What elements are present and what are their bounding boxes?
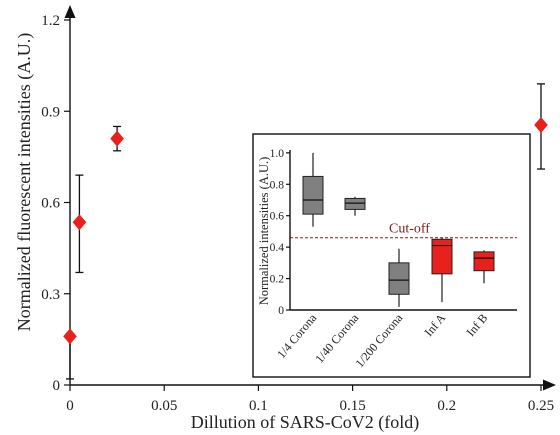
y-axis-arrow	[64, 5, 76, 18]
inset-y-tick-label: 0.6	[270, 211, 285, 223]
inset-y-tick-label: 0.4	[270, 242, 285, 254]
main-data-points	[63, 83, 548, 380]
y-tick-label: 0.9	[41, 104, 60, 120]
x-axis-title: Dillution of SARS-CoV2 (fold)	[191, 412, 420, 433]
box	[473, 251, 495, 272]
inset-y-tick-label: 1.0	[270, 148, 285, 160]
x-tick-label: 0.15	[339, 398, 365, 414]
x-tick-label: 0.25	[528, 398, 554, 414]
data-point	[63, 328, 77, 345]
inset-y-tick-label: 0.2	[270, 274, 285, 286]
x-axis-arrow	[543, 379, 556, 391]
data-point	[110, 130, 124, 147]
y-tick-label: 1.2	[41, 13, 60, 29]
y-axis-title: Normalized fluorescent intensities (A.U.…	[14, 33, 35, 331]
inset-y-tick-label: 0.8	[270, 179, 285, 191]
inset-boxes	[302, 152, 495, 307]
y-tick-label: 0.6	[41, 196, 60, 212]
x-tick-label: 0.2	[437, 398, 456, 414]
x-tick-label: 0.05	[151, 398, 177, 414]
inset-ticks: 0 0.2 0.4 0.6 0.8 1.0	[270, 148, 290, 317]
box	[431, 238, 453, 275]
box	[344, 197, 366, 210]
data-point	[72, 214, 87, 231]
main-ticks: 0 0.05 0.1 0.15 0.2 0.25 0 0.3 0.6 0.9 1.2	[41, 13, 554, 414]
y-tick-label: 0.3	[41, 287, 60, 303]
box	[388, 262, 410, 295]
inset-y-tick-label: 0	[278, 305, 284, 317]
x-tick-label: 0	[66, 398, 74, 414]
x-tick-label: 0.1	[249, 398, 268, 414]
inset-y-axis-title: Normalized intensities (A.U.)	[257, 157, 271, 306]
y-tick-label: 0	[53, 378, 61, 394]
inset-chart: 00.20.40.60.81.0 Cut-off 1/4 Corona1/40 …	[252, 133, 531, 378]
main-axes	[64, 5, 556, 391]
data-point	[534, 116, 548, 133]
box	[302, 175, 324, 215]
cutoff-label: Cut-off	[389, 222, 430, 237]
